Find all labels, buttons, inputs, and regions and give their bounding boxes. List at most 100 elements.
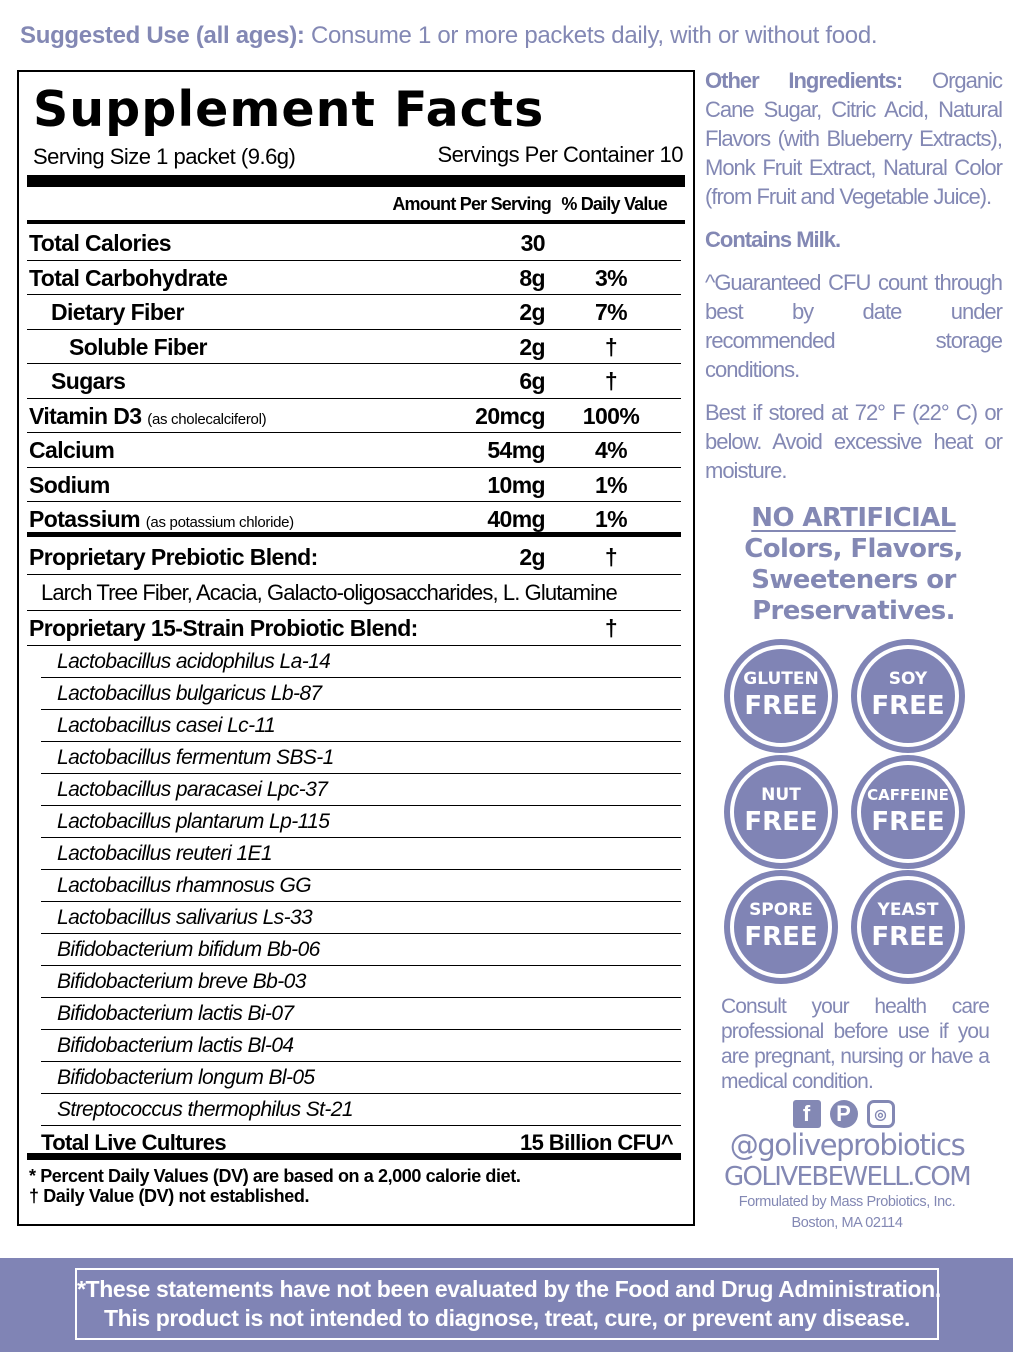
nutrient-daily-value: 7% (594, 299, 628, 325)
badge-top: CAFFEINE (867, 786, 949, 804)
nutrient-amount: 30 (520, 230, 546, 256)
nutrient-row: Total Carbohydrate 8g 3% (27, 261, 681, 295)
fda-disclaimer: *These statements have not been evaluate… (75, 1268, 941, 1340)
nutrient-label: Calcium (29, 437, 115, 463)
prebiotic-amount: 2g (519, 543, 545, 570)
nutrient-daily-value: 1% (594, 471, 628, 498)
nutrient-amount: 8g (519, 264, 545, 291)
badge-top: YEAST (877, 900, 939, 920)
probiotic-strain: Streptococcus thermophilus St-21 (41, 1094, 681, 1126)
storage-note: Best if stored at 72° F (22° C) or below… (705, 400, 1003, 483)
badge-bottom: FREE (744, 691, 818, 721)
no-artificial-text: Colors, Flavors, Sweeteners or Preservat… (744, 534, 963, 626)
nutrient-daily-value: † (604, 368, 618, 394)
nutrient-row: Sugars 6g † (27, 364, 681, 399)
nutrient-amount: 10mg (487, 471, 545, 498)
total-cultures-amount: 15 Billion CFU^ (520, 1129, 674, 1155)
probiotic-strain: Bifidobacterium lactis Bi-07 (41, 998, 681, 1030)
free-badge: CAFFEINE FREE (851, 755, 965, 869)
probiotic-label: Proprietary 15-Strain Probiotic Blend: (29, 614, 418, 641)
manufacturer: Formulated by Mass Probiotics, Inc. Bost… (721, 1192, 973, 1234)
no-artificial-heading: NO ARTIFICIAL (751, 503, 956, 533)
nutrient-amount: 20mcg (475, 402, 545, 429)
suggested-use-text: Consume 1 or more packets daily, with or… (304, 22, 878, 49)
nutrient-label: Soluble Fiber (69, 333, 207, 360)
probiotic-strain: Lactobacillus paracasei Lpc-37 (41, 774, 681, 806)
disclaimer-banner (0, 1258, 1013, 1352)
servings-per-container: Servings Per Container 10 (437, 142, 683, 167)
nutrient-row: Potassium (as potassium chloride) 40mg 1% (27, 502, 681, 537)
nutrient-label: Total Carbohydrate (29, 264, 228, 291)
total-cultures-label: Total Live Cultures (41, 1129, 227, 1155)
facts-title: Supplement Facts (33, 81, 545, 138)
other-ingredients-label: Other Ingredients: (705, 68, 903, 93)
address: Boston, MA 02114 (791, 1215, 903, 1231)
prebiotic-label: Proprietary Prebiotic Blend: (29, 543, 318, 570)
free-badge: NUT FREE (724, 755, 838, 869)
nutrient-row: Calcium 54mg 4% (27, 433, 681, 468)
prebiotic-daily-value: † (604, 543, 618, 570)
nutrient-row: Soluble Fiber 2g † (27, 330, 681, 364)
badge-top: SOY (888, 669, 928, 689)
probiotic-strain: Lactobacillus casei Lc-11 (41, 710, 681, 742)
nutrient-label: Vitamin D3 (as cholecalciferol) (29, 402, 267, 429)
nutrient-daily-value: 1% (594, 506, 628, 532)
probiotic-strain: Lactobacillus salivarius Ls-33 (41, 902, 681, 934)
badge-top: NUT (761, 785, 801, 805)
nutrient-rows: Total Calories 30 Total Carbohydrate 8g 3% Di… (27, 226, 681, 1206)
pinterest-icon[interactable]: P (829, 1100, 858, 1128)
nutrient-label: Potassium (as potassium chloride) (29, 506, 294, 532)
probiotic-strain: Lactobacillus bulgaricus Lb-87 (41, 678, 681, 710)
badge-bottom: FREE (744, 922, 818, 952)
nutrient-label: Dietary Fiber (51, 299, 184, 325)
disclaimer-line-1: *These statements have not been evaluate… (77, 1276, 941, 1302)
probiotic-strain: Bifidobacterium lactis Bl-04 (41, 1030, 681, 1062)
free-from-badges: GLUTEN FREE SOY FREE NUT FREE CAFFEINE FREE SPOR… (724, 639, 965, 984)
website: GOLIVEBEWELL.COM (723, 1162, 972, 1192)
nutrient-note: (as cholecalciferol) (147, 410, 267, 428)
probiotic-strain: Lactobacillus reuteri 1E1 (41, 838, 681, 870)
divider-bar (27, 175, 685, 187)
side-info: Other Ingredients: Organic Cane Sugar, C… (705, 66, 1003, 485)
nutrient-daily-value: † (604, 333, 618, 360)
social-handle: @goliveprobiotics (729, 1128, 966, 1162)
nutrient-label: Sugars (51, 368, 126, 394)
nutrient-row: Vitamin D3 (as cholecalciferol) 20mcg 100% (27, 399, 681, 433)
badge-top: SPORE (749, 900, 813, 920)
nutrient-row: Total Calories 30 (27, 226, 681, 261)
total-live-cultures: Total Live Cultures 15 Billion CFU^ (27, 1126, 681, 1160)
nutrient-note: (as potassium chloride) (145, 514, 294, 531)
probiotic-strain: Lactobacillus acidophilus La-14 (41, 646, 681, 678)
consult-note: Consult your health care professional be… (721, 995, 990, 1093)
probiotic-row: Proprietary 15-Strain Probiotic Blend: † (27, 611, 681, 646)
probiotic-daily-value: † (604, 614, 618, 641)
badge-top: GLUTEN (743, 669, 819, 689)
other-ingredients-text: Organic Cane Sugar, Citric Acid, Natural… (705, 68, 1003, 209)
nutrient-daily-value: 100% (582, 402, 640, 429)
probiotic-strain: Bifidobacterium breve Bb-03 (41, 966, 681, 998)
nutrient-label: Sodium (29, 471, 110, 498)
nutrient-amount: 6g (519, 368, 545, 394)
free-badge: GLUTEN FREE (724, 639, 838, 753)
nutrient-daily-value: 3% (594, 264, 628, 291)
nutrient-amount: 54mg (487, 437, 545, 463)
free-badge: SOY FREE (851, 639, 965, 753)
social-icons: f P ◎ (685, 1100, 1002, 1128)
badge-bottom: FREE (744, 807, 818, 837)
nutrient-row: Dietary Fiber 2g 7% (27, 295, 681, 330)
facebook-icon[interactable]: f (792, 1100, 821, 1128)
probiotic-strain: Bifidobacterium bifidum Bb-06 (41, 934, 681, 966)
nutrient-row: Sodium 10mg 1% (27, 468, 681, 502)
badge-bottom: FREE (871, 922, 945, 952)
footnote-daily-values: * Percent Daily Values (DV) are based on… (29, 1165, 521, 1186)
allergen-statement: Contains Milk. (705, 225, 1002, 254)
instagram-icon[interactable]: ◎ (866, 1100, 895, 1128)
prebiotic-row: Proprietary Prebiotic Blend: 2g † (27, 537, 681, 575)
suggested-use-label: Suggested Use (all ages): (20, 22, 305, 49)
nutrient-label: Total Calories (29, 230, 172, 256)
nutrient-amount: 40mg (487, 506, 545, 532)
amount-header: Amount Per Serving (392, 194, 551, 214)
suggested-use: Suggested Use (all ages): Consume 1 or m… (20, 22, 878, 50)
free-badge: YEAST FREE (851, 870, 965, 984)
right-column: Other Ingredients: Organic Cane Sugar, C… (705, 66, 1003, 1256)
